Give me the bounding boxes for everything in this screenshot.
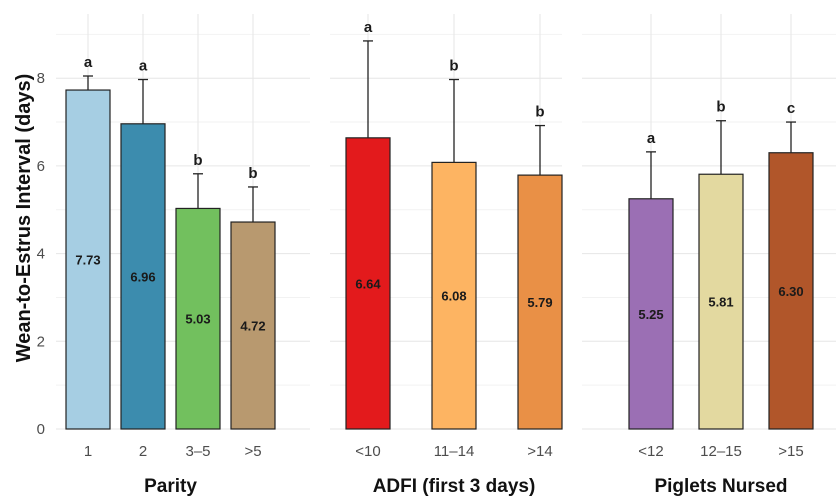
y-tick-label: 4 <box>37 246 45 263</box>
x-tick-label: <12 <box>638 443 663 460</box>
bar-value-label: 5.81 <box>708 295 733 310</box>
y-tick-label: 0 <box>37 421 45 438</box>
significance-letter: a <box>647 130 656 147</box>
significance-letter: a <box>364 19 373 36</box>
x-tick-label: 2 <box>139 443 147 460</box>
significance-letter: b <box>193 152 202 169</box>
x-tick-label: >5 <box>244 443 261 460</box>
panel-2: 6.64 a <10 6.08 b 11–14 5.79 b >14 ADFI (first 3 … <box>330 14 563 497</box>
x-tick-label: 12–15 <box>700 443 742 460</box>
y-tick-label: 2 <box>37 333 45 350</box>
x-tick-label: 11–14 <box>434 443 475 460</box>
panel-title: Parity <box>144 476 197 497</box>
y-axis-title: Wean-to-Estrus Interval (days) <box>13 74 35 363</box>
significance-letter: b <box>535 104 544 121</box>
x-tick-label: <10 <box>355 443 380 460</box>
bar-value-label: 6.96 <box>130 269 155 284</box>
significance-letter: b <box>248 165 257 182</box>
chart-panels: 0 2 4 6 8 7.73 a 1 6.96 a 2 5.03 b 3–5 4.72 b >5 Parity 6.… <box>37 14 836 497</box>
y-tick-label: 6 <box>37 158 45 175</box>
bar-value-label: 7.73 <box>75 253 100 268</box>
panel-1: 0 2 4 6 8 7.73 a 1 6.96 a 2 5.03 b 3–5 4.72 b >5 Parity <box>37 14 310 497</box>
panel-3: 5.25 a <12 5.81 b 12–15 6.30 c >15 Piglets Nursed <box>582 14 836 497</box>
bar-value-label: 6.08 <box>441 289 466 304</box>
x-tick-label: 1 <box>84 443 92 460</box>
bar-1-3 <box>175 207 221 430</box>
bar-3-2 <box>698 173 744 430</box>
y-tick-label: 8 <box>37 70 45 87</box>
bar-3-3 <box>768 152 814 430</box>
bar-value-label: 5.79 <box>527 295 552 310</box>
significance-letter: a <box>84 54 93 71</box>
significance-letter: c <box>787 100 795 117</box>
significance-letter: a <box>139 58 148 75</box>
x-tick-label: >14 <box>527 443 552 460</box>
bar-value-label: 5.25 <box>638 307 663 322</box>
bar-3-1 <box>628 198 674 430</box>
bar-1-4 <box>230 221 276 430</box>
significance-letter: b <box>716 99 725 116</box>
bar-2-2 <box>431 161 477 430</box>
panel-title: ADFI (first 3 days) <box>373 476 536 497</box>
bar-value-label: 6.64 <box>355 276 381 291</box>
x-tick-label: 3–5 <box>185 443 210 460</box>
bar-1-1 <box>65 89 111 430</box>
bar-2-1 <box>345 137 391 430</box>
panel-title: Piglets Nursed <box>654 476 787 497</box>
bar-value-label: 6.30 <box>778 284 803 299</box>
bar-2-3 <box>517 174 563 430</box>
bar-value-label: 5.03 <box>185 312 210 327</box>
bar-value-label: 4.72 <box>240 319 265 334</box>
significance-letter: b <box>449 58 458 75</box>
x-tick-label: >15 <box>778 443 803 460</box>
bar-1-2 <box>120 123 166 430</box>
